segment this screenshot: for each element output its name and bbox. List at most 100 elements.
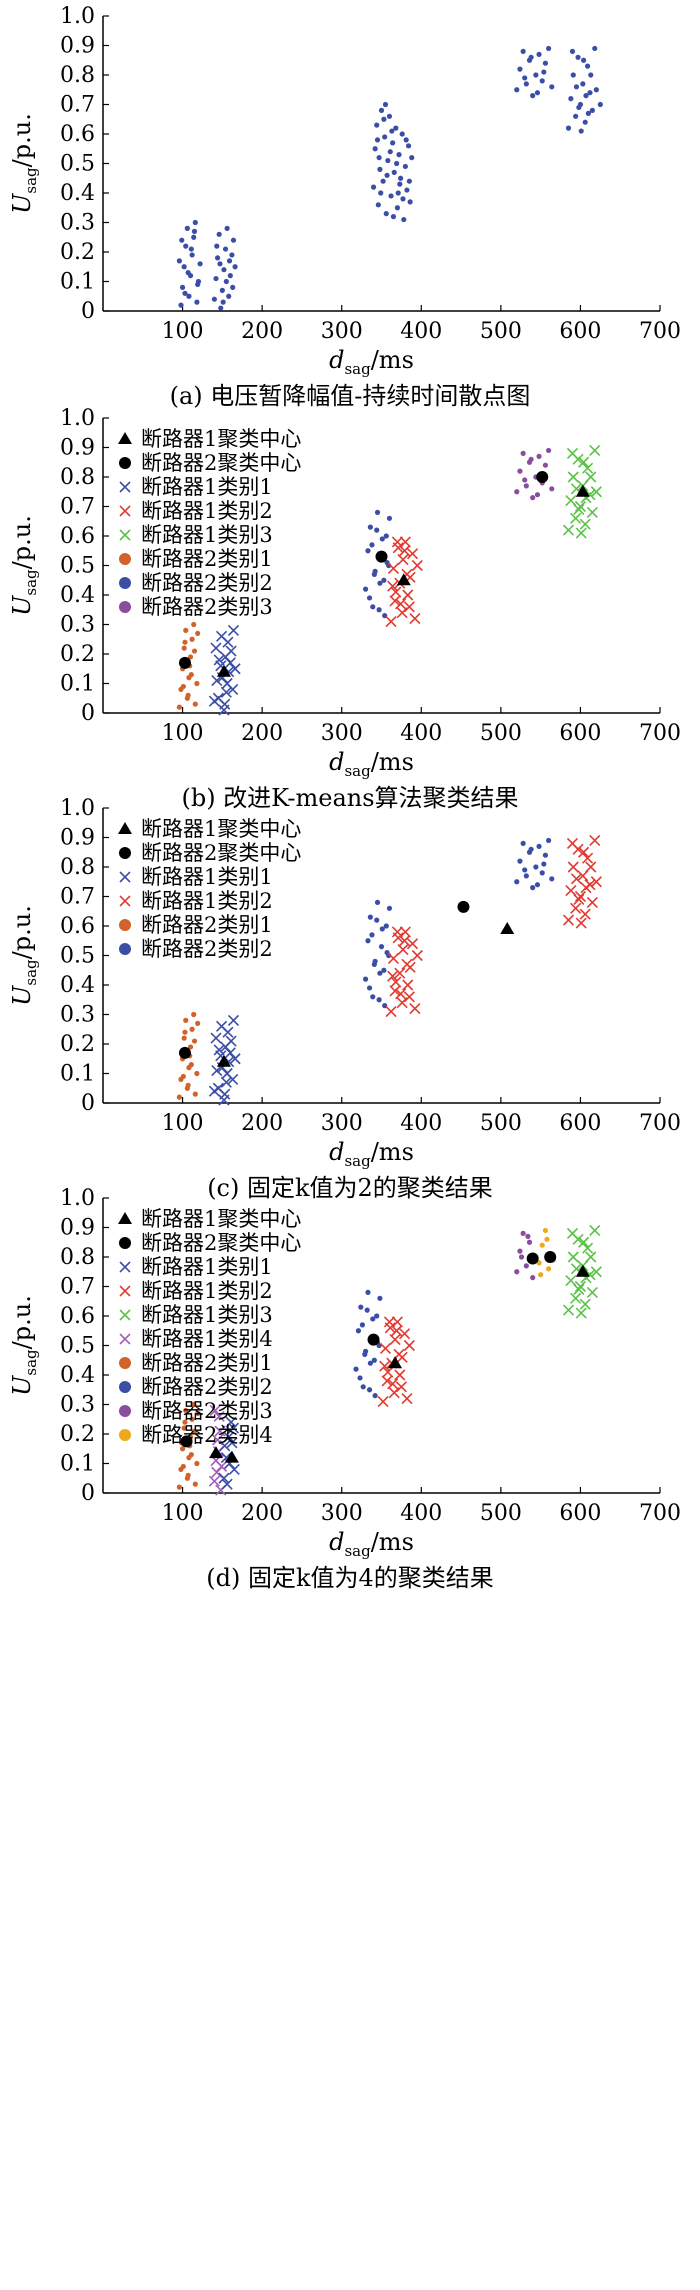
data-point — [526, 1252, 539, 1265]
data-point — [578, 128, 584, 134]
data-point — [582, 852, 594, 864]
data-point — [176, 704, 182, 710]
data-point — [582, 119, 588, 125]
data-point — [376, 155, 382, 161]
legend-label: 断路器2类别4 — [141, 1423, 273, 1447]
data-point — [221, 1478, 233, 1490]
data-point — [219, 698, 231, 710]
data-point — [549, 486, 555, 492]
data-point — [394, 1369, 406, 1381]
data-point — [575, 1264, 590, 1277]
data-point — [383, 533, 389, 539]
x-tick-label: 100 — [162, 1111, 204, 1136]
data-point — [586, 896, 598, 908]
legend-label: 断路器1类别1 — [141, 475, 273, 499]
data-point — [582, 462, 594, 474]
data-point — [402, 979, 414, 991]
data-point — [179, 1446, 186, 1452]
series-4 — [385, 834, 602, 1018]
data-point — [210, 1032, 222, 1044]
x-axis-label: dsag/ms — [329, 1138, 414, 1170]
legend-marker — [119, 1237, 131, 1249]
y-tick-label: 0 — [81, 701, 95, 726]
y-tick-label: 0.2 — [60, 240, 95, 265]
legend-marker — [119, 1309, 131, 1321]
data-point — [367, 1360, 373, 1366]
data-point — [514, 87, 520, 93]
data-point — [182, 639, 188, 645]
data-point — [178, 302, 184, 308]
data-point — [523, 1263, 529, 1269]
chart-panel-1: 0 0.1 0.2 0.3 0.4 0.5 0.6 0.7 0.8 0.9 1.0 100 200 300… — [8, 4, 681, 410]
data-point — [566, 1227, 579, 1239]
y-tick-label: 0.7 — [60, 495, 95, 520]
legend-label: 断路器1类别2 — [141, 889, 273, 913]
x-axis-label: dsag/ms — [329, 748, 414, 780]
x-tick-label: 400 — [400, 319, 442, 344]
data-point — [216, 664, 231, 677]
data-point — [582, 1242, 594, 1254]
data-point — [188, 672, 194, 678]
legend-marker — [119, 1381, 131, 1393]
data-point — [209, 1404, 221, 1416]
data-point — [219, 1088, 231, 1100]
data-point — [399, 1328, 411, 1340]
series-10 — [208, 1264, 590, 1463]
data-point — [403, 991, 415, 1003]
x-tick-label: 100 — [162, 721, 204, 746]
data-point — [549, 84, 555, 90]
data-point — [565, 125, 572, 131]
data-point — [575, 527, 587, 539]
data-point — [514, 1269, 520, 1275]
data-point — [382, 134, 388, 140]
data-point — [394, 967, 406, 979]
data-point — [378, 944, 385, 950]
y-tick-label: 0.8 — [60, 63, 95, 88]
data-point — [406, 548, 419, 560]
legend-label: 断路器2聚类中心 — [141, 841, 301, 865]
data-point — [362, 586, 369, 592]
data-point — [514, 879, 520, 885]
y-tick-label: 0.3 — [60, 613, 95, 638]
series-5 — [514, 447, 555, 501]
data-point — [371, 571, 377, 577]
data-point — [187, 1044, 194, 1050]
data-point — [565, 495, 577, 507]
data-point — [189, 636, 195, 642]
legend: 断路器1聚类中心断路器2聚类中心断路器1类别1断路器1类别2断路器1类别3断路器… — [118, 427, 301, 619]
data-point — [544, 1236, 550, 1242]
x-tick-label: 400 — [400, 721, 442, 746]
data-point — [219, 287, 225, 293]
data-point — [226, 293, 232, 299]
data-point — [176, 1484, 182, 1490]
data-point — [184, 225, 190, 231]
data-point — [185, 1082, 191, 1088]
data-point — [229, 1053, 241, 1065]
y-axis-label: Usag/p.u. — [8, 113, 40, 214]
data-point — [195, 281, 201, 288]
legend-marker — [119, 1405, 131, 1417]
data-point — [395, 1381, 407, 1393]
data-point — [388, 1356, 403, 1369]
data-point — [590, 486, 602, 498]
legend-label: 断路器2类别1 — [141, 913, 273, 937]
data-point — [541, 861, 547, 867]
legend-marker — [118, 822, 132, 834]
data-point — [222, 636, 234, 648]
data-point — [359, 1322, 366, 1328]
data-point — [403, 137, 409, 143]
legend-marker — [119, 577, 131, 589]
series-9 — [180, 1251, 557, 1448]
y-tick-label: 0.9 — [60, 826, 95, 851]
data-point — [387, 970, 399, 982]
data-point — [534, 492, 541, 498]
data-point — [371, 961, 377, 967]
data-point — [583, 93, 589, 99]
panel-caption: (c) 固定k值为2的聚类结果 — [207, 1174, 493, 1202]
data-point — [403, 601, 415, 613]
data-point — [191, 1401, 197, 1408]
data-point — [395, 988, 407, 1000]
legend-marker — [119, 919, 131, 931]
data-point — [593, 87, 599, 93]
